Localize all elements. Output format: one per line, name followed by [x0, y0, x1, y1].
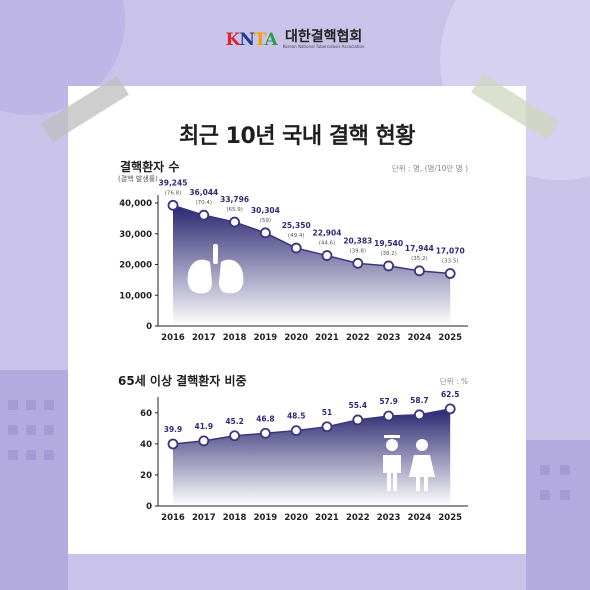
chart2-line — [172, 408, 451, 445]
chart1-x-tick-label: 2025 — [438, 333, 462, 343]
chart1-value-label: 30,304 — [251, 206, 280, 215]
chart2-value-label: 41.9 — [195, 422, 214, 431]
chart2-x-tick-label: 2020 — [284, 513, 308, 523]
chart1-point — [198, 209, 210, 221]
chart1-point — [413, 265, 425, 277]
chart1-x-tick-label: 2024 — [408, 333, 432, 343]
chart2-point — [259, 427, 271, 439]
chart1-area — [173, 205, 451, 326]
chart2-x-tick-label: 2024 — [408, 513, 432, 523]
chart1-value-label: 39,245 — [159, 178, 188, 187]
chart2-point — [229, 430, 241, 442]
chart1-title: 결핵환자 수 — [120, 160, 180, 174]
chart1-rate-label: (35.2) — [411, 256, 428, 262]
logo: KNTA 대한결핵협회 Korean National Tuberculosis… — [0, 30, 590, 50]
chart2-value-label: 58.7 — [410, 396, 429, 405]
chart1-rate-label: (76.8) — [165, 190, 182, 196]
chart2-value-label: 51 — [322, 408, 332, 417]
chart1-value-label: 20,383 — [343, 236, 372, 245]
chart1-value-label: 22,904 — [313, 229, 342, 238]
chart1-rate-label: (38.2) — [380, 251, 397, 257]
chart2-point — [321, 421, 333, 433]
chart1-x-tick-label: 2022 — [346, 333, 370, 343]
chart1-value-label: 17,070 — [436, 247, 465, 256]
chart1-y-tick-label: 30,000 — [119, 230, 152, 240]
chart1-rate-label: (39.8) — [350, 248, 367, 254]
chart1-y-tick-label: 0 — [146, 322, 152, 332]
chart1-x-tick-label: 2019 — [254, 333, 278, 343]
chart1-point — [444, 268, 456, 279]
chart1-point — [167, 199, 179, 211]
chart1-rate-label: (59) — [260, 218, 271, 224]
chart1-point — [321, 250, 333, 261]
chart1-unit: 단위 : 명, (명/10만 명 ) — [391, 164, 468, 173]
chart2-value-label: 46.8 — [256, 414, 275, 423]
chart2-x-tick-label: 2022 — [346, 513, 370, 523]
chart1-y-tick-label: 20,000 — [119, 261, 152, 271]
chart2-point — [444, 403, 456, 415]
chart2-value-label: 48.5 — [287, 412, 306, 421]
chart2-x-tick-label: 2019 — [254, 513, 278, 523]
chart2-x-tick-label: 2017 — [192, 513, 216, 523]
chart1-point — [259, 227, 271, 239]
chart1-x-tick-label: 2018 — [223, 333, 247, 343]
chart2-value-label: 45.2 — [225, 417, 244, 426]
chart2-y-tick-label: 20 — [140, 471, 152, 481]
chart1-line — [172, 204, 451, 275]
chart1-point — [290, 242, 302, 254]
chart1-value-label: 17,944 — [405, 244, 434, 253]
chart2-value-label: 39.9 — [164, 425, 183, 434]
logo-name: 대한결핵협회 — [284, 29, 363, 45]
chart2-y-tick-label: 40 — [140, 440, 152, 450]
chart1-rate-label: (65.9) — [226, 207, 243, 213]
chart2-x-tick-label: 2016 — [161, 513, 185, 523]
chart2-x-tick-label: 2025 — [438, 513, 462, 523]
chart1-x-tick-label: 2021 — [315, 333, 339, 343]
chart2-x-tick-label: 2023 — [377, 513, 401, 523]
chart1-x-tick-label: 2017 — [192, 333, 216, 343]
chart1-value-label: 19,540 — [374, 239, 403, 248]
chart2-value-label: 62.5 — [441, 390, 460, 399]
chart2-point — [290, 425, 302, 437]
chart1-rate-label: (44.6) — [319, 241, 336, 247]
chart1-value-label: 36,044 — [189, 188, 218, 197]
chart2-value-label: 55.4 — [349, 401, 368, 410]
logo-name-en: Korean National Tuberculosis Association — [282, 44, 365, 49]
chart2-value-label: 57.9 — [379, 397, 398, 406]
chart1-plot: 0 10,000 20,000 30,000 40,000 39,245 (76.8) 201… — [119, 178, 468, 343]
chart2-area — [173, 408, 451, 506]
chart1-point — [229, 216, 241, 228]
page-title: 최근 10년 국내 결핵 현황 — [179, 124, 415, 149]
chart2-point — [413, 409, 425, 421]
chart2-y-tick-label: 60 — [140, 409, 152, 419]
chart1-value-label: 25,350 — [282, 221, 311, 230]
chart1-rate-label: (70.4) — [196, 200, 213, 206]
lungs-icon — [187, 244, 244, 294]
chart2-point — [352, 414, 364, 426]
chart1-y-tick-label: 10,000 — [119, 291, 152, 301]
chart1-x-tick-label: 2023 — [377, 333, 401, 343]
chart1-rate-label: (33.5) — [442, 259, 459, 265]
chart1-value-label: 33,796 — [220, 195, 249, 204]
chart2-y-tick-label: 0 — [146, 502, 152, 512]
chart2-point — [198, 435, 210, 447]
chart1-subtitle: (결핵 발생률) — [118, 175, 158, 183]
chart1-x-tick-label: 2016 — [161, 333, 185, 343]
chart1-y-tick-label: 40,000 — [119, 199, 152, 209]
chart2-x-tick-label: 2021 — [315, 513, 339, 523]
chart2-title: 65세 이상 결핵환자 비중 — [118, 374, 247, 388]
chart2-plot: 0 20 40 60 39.9 2016 41.9 2017 45.2 2018 46.8 2019 4… — [140, 390, 468, 523]
chart2-unit: 단위 : % — [439, 377, 468, 386]
elderly-couple-icon — [383, 435, 435, 491]
chart2-point — [383, 410, 395, 422]
chart2-x-tick-label: 2018 — [223, 513, 247, 523]
chart1-point — [383, 260, 395, 272]
chart2-point — [167, 438, 179, 450]
logo-mark: KNTA — [225, 30, 278, 50]
chart1-point — [352, 257, 364, 269]
chart1-x-tick-label: 2020 — [284, 333, 308, 343]
chart1-rate-label: (49.4) — [288, 233, 305, 239]
